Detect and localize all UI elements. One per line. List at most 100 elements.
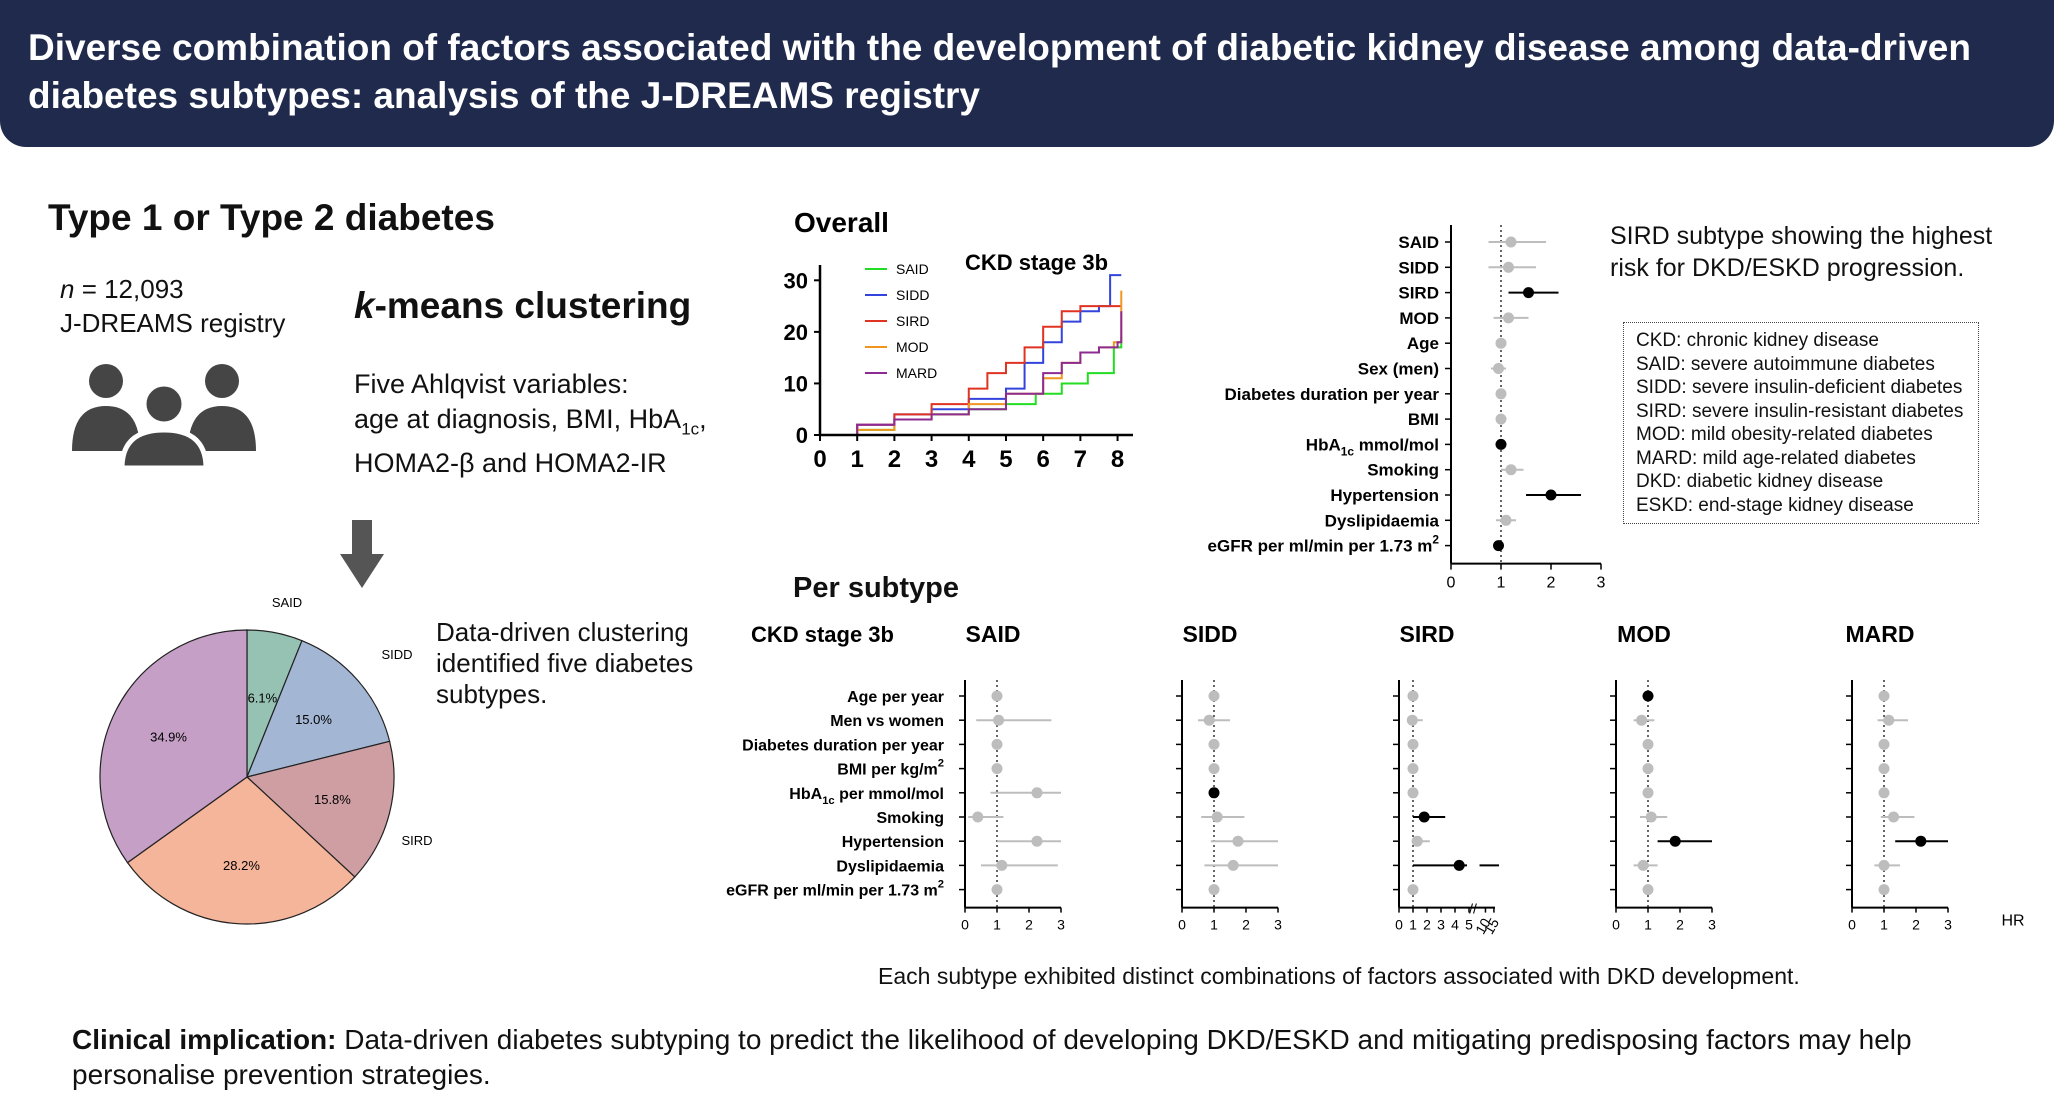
forest-point: [1495, 388, 1507, 400]
panel-point: [1878, 690, 1890, 702]
legend-label: SIDD: [896, 287, 929, 303]
km-x-tick-label: 4: [962, 446, 976, 473]
km-x-tick-label: 5: [999, 446, 1012, 473]
km-y-tick-label: 10: [784, 371, 808, 396]
ahlqvist-line-2: age at diagnosis, BMI, HbA1c,: [354, 404, 707, 438]
km-x-tick-label: 6: [1036, 446, 1049, 473]
panel-x-tick-label: 2: [1912, 917, 1920, 933]
forest-row-label: Sex (men): [1358, 360, 1439, 379]
panel-x-tick-label: 3: [1057, 917, 1065, 933]
panel-point: [972, 811, 984, 823]
panel-x-tick-label: 1: [1409, 917, 1417, 933]
km-y-tick-label: 30: [784, 268, 808, 293]
abbreviations-box: CKD: chronic kidney disease SAID: severe…: [1623, 322, 1979, 524]
panel-point: [1888, 811, 1900, 823]
forest-row-label: MOD: [1399, 309, 1439, 328]
km-x-tick-label: 3: [925, 446, 938, 473]
ahlqvist-line-2-text: age at diagnosis, BMI, HbA: [354, 404, 682, 434]
panel-point: [1642, 738, 1654, 750]
panel-row-label: Age per year: [847, 689, 944, 706]
abbrev-item: DKD: diabetic kidney disease: [1636, 471, 1884, 492]
forest-point: [1500, 514, 1512, 526]
pie-percent-label: 6.1%: [248, 691, 278, 706]
panel-point: [1878, 738, 1890, 750]
overall-forest-plot: SAID SIDD SIRD MOD Age Sex (men) Diabetes dura…: [1208, 225, 1606, 592]
panel-point: [1211, 811, 1223, 823]
panel-point: [1642, 763, 1654, 775]
forest-point: [1523, 287, 1534, 299]
forest-point: [1495, 413, 1507, 425]
panel-x-tick-label: 15: [1481, 915, 1503, 937]
panel-x-tick-label: 2: [1242, 917, 1250, 933]
panel-row-label: Diabetes duration per year: [742, 737, 944, 754]
panel-x-tick-label: 1: [1880, 917, 1888, 933]
panel-point: [1208, 690, 1220, 702]
panel-point: [991, 738, 1003, 750]
km-x-tick-label: 1: [851, 446, 864, 473]
km-x-tick-label: 7: [1074, 446, 1087, 473]
forest-row-label: Dyslipidaemia: [1325, 511, 1440, 530]
panel-x-tick-label: 1: [1644, 917, 1652, 933]
registry-name: J-DREAMS registry: [60, 308, 286, 338]
km-line-said: [820, 337, 1123, 436]
km-y-tick-label: 0: [796, 423, 808, 448]
panel-point: [1642, 787, 1654, 799]
panel-point: [1669, 835, 1681, 847]
panel-point: [1878, 884, 1890, 896]
n-value: = 12,093: [74, 274, 184, 304]
panel-point: [1878, 787, 1890, 799]
forest-point: [1495, 438, 1507, 450]
panel-point: [1031, 787, 1043, 799]
pie-category-label: SAID: [272, 595, 302, 610]
km-title: CKD stage 3b: [965, 250, 1108, 275]
panel-point: [1227, 859, 1239, 871]
per-subtype-caption: Each subtype exhibited distinct combinat…: [878, 963, 1800, 989]
pie-slice-sidd: [246, 639, 391, 778]
legend-label: SIRD: [896, 313, 929, 329]
forest-point: [1503, 312, 1514, 324]
panel-point: [1232, 835, 1244, 847]
per-subtype-heading: Per subtype: [793, 572, 959, 604]
panel-point: [1203, 714, 1215, 726]
sird-highlight-note: SIRD subtype showing the highest risk fo…: [1610, 222, 1993, 282]
km-y-tick-label: 20: [784, 320, 808, 345]
km-line-sird: [820, 305, 1122, 436]
pie-percent-label: 15.8%: [314, 792, 351, 807]
forest-point: [1495, 337, 1507, 349]
panel-point: [1883, 714, 1895, 726]
forest-point: [1505, 464, 1517, 476]
panel-x-tick-label: 0: [1395, 917, 1403, 933]
panel-point: [1453, 859, 1465, 871]
panel-point: [991, 690, 1003, 702]
legend-label: SAID: [896, 261, 929, 277]
abbrev-item: ESKD: end-stage kidney disease: [1636, 494, 1914, 516]
forest-row-label: SAID: [1398, 233, 1439, 252]
forest-x-tick-label: 0: [1447, 575, 1456, 592]
panel-x-tick-label: 2: [1025, 917, 1033, 933]
panel-point: [1208, 763, 1220, 775]
panel-row-label: Hypertension: [842, 834, 944, 851]
forest-x-tick-label: 2: [1547, 575, 1556, 592]
panel-x-tick-label: 4: [1451, 917, 1459, 933]
pie-percent-label: 15.0%: [295, 712, 332, 727]
forest-point: [1493, 363, 1504, 374]
panel-title-sird: SIRD: [1400, 621, 1455, 647]
n-symbol: n: [60, 274, 75, 304]
panel-point: [1636, 714, 1648, 726]
pie-slice-mod: [126, 776, 356, 925]
panel-point: [1208, 884, 1220, 896]
pie-category-label: SIDD: [381, 647, 412, 662]
panel-x-tick-label: 1: [1210, 917, 1218, 933]
hr-axis-label: HR: [2001, 913, 2024, 930]
panel-point: [1406, 714, 1418, 726]
forest-row-label: SIRD: [1398, 284, 1439, 303]
ahlqvist-line-1: Five Ahlqvist variables:: [354, 369, 629, 399]
people-group-icon: [72, 364, 256, 466]
panel-point: [1645, 811, 1657, 823]
forest-row-label: Hypertension: [1330, 486, 1439, 505]
panel-x-tick-label: 3: [1437, 917, 1445, 933]
page-title: Diverse combination of factors associate…: [28, 27, 1971, 116]
panel-point: [1208, 787, 1220, 799]
axis-break-mark: //: [1469, 901, 1477, 917]
forest-point: [1493, 540, 1504, 552]
